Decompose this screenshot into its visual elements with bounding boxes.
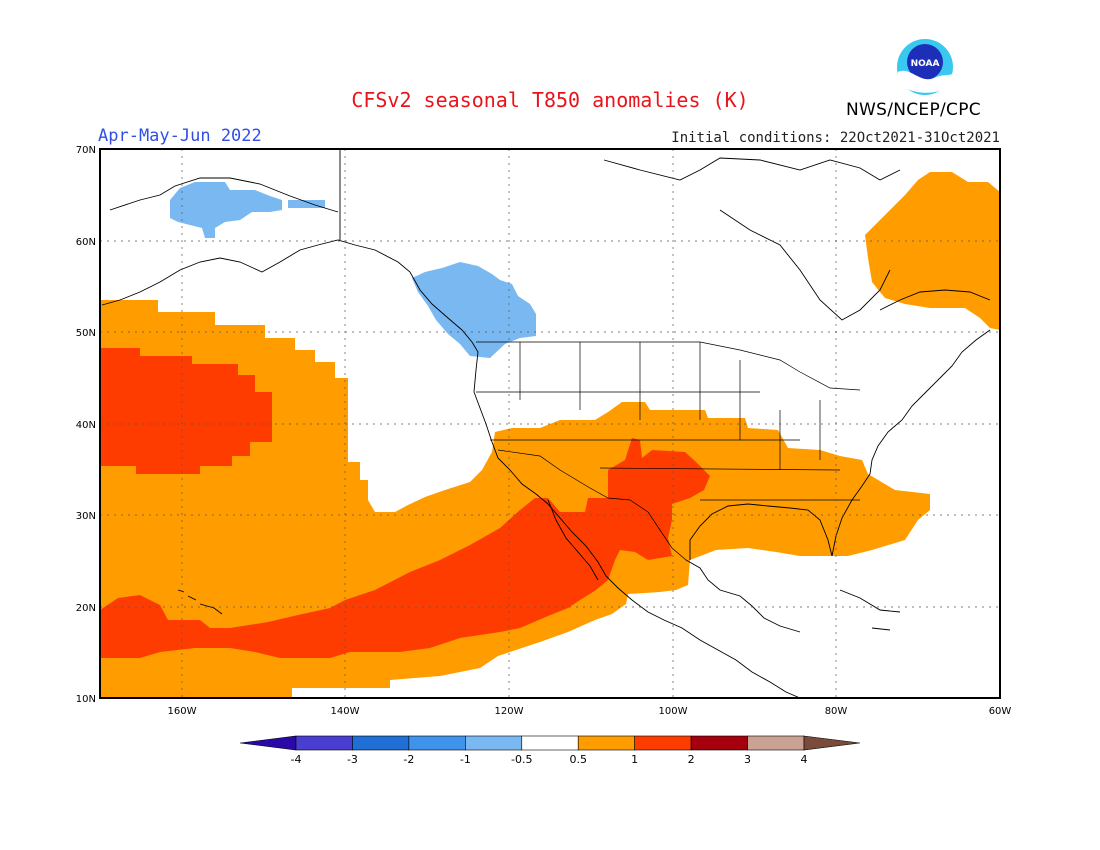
cold-region-alaska <box>170 182 325 238</box>
colorbar-swatch <box>408 735 466 751</box>
lon-label: 160W <box>168 706 197 717</box>
colorbar-swatch <box>747 735 805 751</box>
initial-conditions: Initial conditions: 22Oct2021-31Oct2021 <box>671 130 1000 146</box>
colorbar-label: 4 <box>801 753 808 766</box>
cold-region-british-columbia <box>412 262 536 358</box>
colorbar-arrow-high <box>803 735 861 751</box>
colorbar-label: -2 <box>403 753 414 766</box>
warm-region-labrador <box>865 172 1000 330</box>
hot-region-tropical-pacific <box>100 438 710 658</box>
colorbar-label: -3 <box>347 753 358 766</box>
lat-label: 20N <box>76 603 96 614</box>
lat-label: 50N <box>76 328 96 339</box>
lon-label: 80W <box>825 706 848 717</box>
colorbar-swatch <box>634 735 692 751</box>
colorbar-arrow-low <box>239 735 297 751</box>
lon-label: 140W <box>331 706 360 717</box>
political-boundaries <box>476 341 861 561</box>
longitude-labels: 160W 140W 120W 100W 80W 60W <box>168 706 1012 717</box>
colorbar-swatch <box>690 735 748 751</box>
colorbar-swatch <box>577 735 635 751</box>
noaa-logo: NOAA <box>897 39 953 95</box>
lat-label: 40N <box>76 420 96 431</box>
colorbar-label: -0.5 <box>511 753 532 766</box>
colorbar-swatch <box>295 735 353 751</box>
lat-label: 10N <box>76 694 96 705</box>
lat-label: 60N <box>76 237 96 248</box>
lon-label: 100W <box>659 706 688 717</box>
forecast-period: Apr-May-Jun 2022 <box>98 126 262 146</box>
colorbar: -4 -3 -2 -1 -0.5 0.5 1 2 3 4 <box>239 735 861 766</box>
noaa-logo-text: NOAA <box>911 59 940 69</box>
hot-region-north-pacific <box>100 348 272 474</box>
graticule <box>100 149 1000 698</box>
colorbar-label: 1 <box>631 753 638 766</box>
lon-label: 120W <box>495 706 524 717</box>
coastlines <box>101 150 991 698</box>
warm-region-pacific <box>100 300 930 698</box>
colorbar-label: 3 <box>744 753 751 766</box>
colorbar-swatch <box>521 735 579 751</box>
agency-label: NWS/NCEP/CPC <box>846 100 981 120</box>
colorbar-label: -4 <box>291 753 302 766</box>
colorbar-swatch <box>465 735 523 751</box>
colorbar-label: 0.5 <box>569 753 587 766</box>
colorbar-swatch <box>352 735 410 751</box>
map-frame <box>99 148 1001 699</box>
lon-label: 60W <box>989 706 1012 717</box>
colorbar-label: -1 <box>460 753 471 766</box>
latitude-labels: 70N 60N 50N 40N 30N 20N 10N <box>76 145 96 705</box>
colorbar-label: 2 <box>688 753 695 766</box>
chart-title: CFSv2 seasonal T850 anomalies (K) <box>351 88 749 112</box>
lat-label: 30N <box>76 511 96 522</box>
lat-label: 70N <box>76 145 96 156</box>
